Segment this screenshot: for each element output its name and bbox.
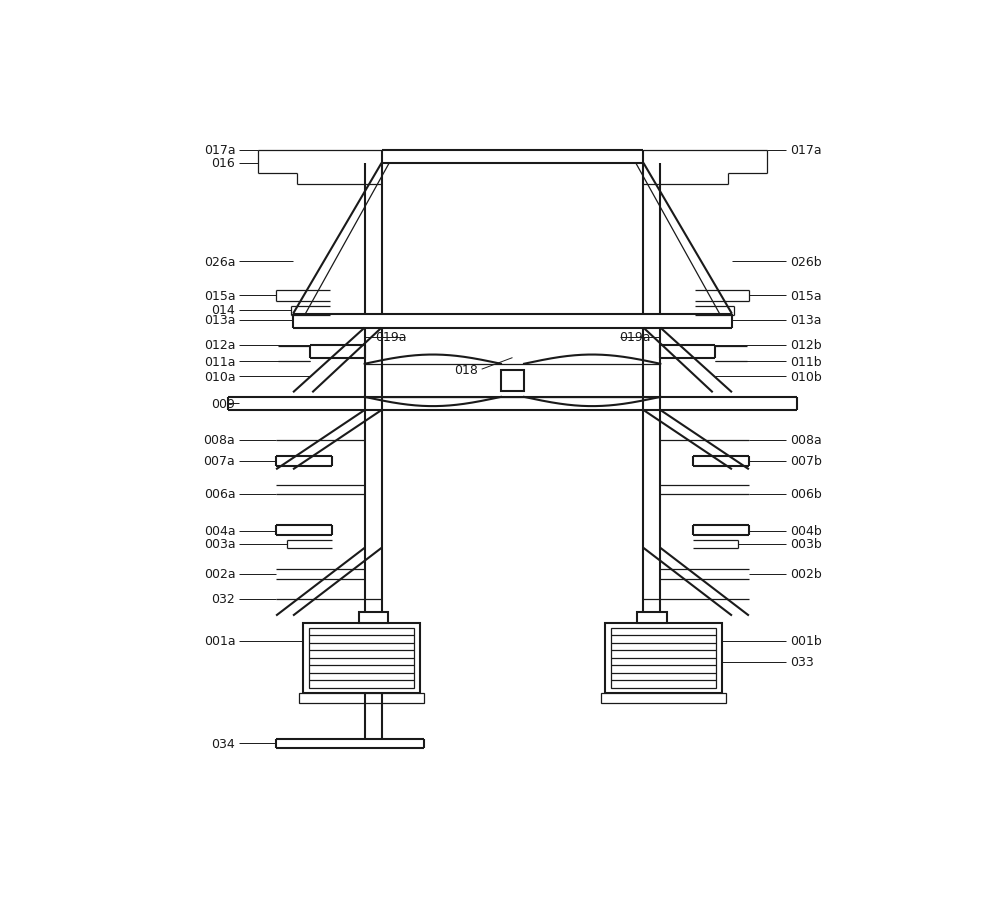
Bar [611,628,716,688]
Text: 008a: 008a [204,434,235,447]
Bar [637,612,666,623]
Text: 018: 018 [454,364,478,376]
Text: 002a: 002a [204,568,235,581]
Text: 034: 034 [212,737,235,750]
Text: 019a: 019a [619,331,650,344]
Bar [359,612,388,623]
Text: 004a: 004a [204,525,235,538]
Text: 006a: 006a [204,488,235,501]
Text: 033: 033 [790,656,813,668]
Text: 011a: 011a [204,355,235,369]
Bar [501,371,524,392]
Bar [605,623,722,693]
Text: 017a: 017a [204,144,235,157]
Text: 012a: 012a [204,338,235,352]
Text: 001b: 001b [790,635,821,648]
Text: 010a: 010a [204,370,235,383]
Text: 013a: 013a [790,314,821,327]
Text: 004b: 004b [790,525,821,538]
Text: 014: 014 [212,304,235,317]
Bar [303,623,420,693]
Text: 016: 016 [212,157,235,170]
Text: 002b: 002b [790,568,821,581]
Text: 007a: 007a [204,455,235,468]
Bar [309,628,414,688]
Text: 015a: 015a [790,290,821,302]
Text: 019a: 019a [375,331,406,344]
Text: 010b: 010b [790,370,821,383]
Text: 012b: 012b [790,338,821,352]
Text: 011b: 011b [790,355,821,369]
Text: 009: 009 [211,397,235,410]
Text: 026a: 026a [204,255,235,269]
Text: 003a: 003a [204,538,235,551]
Text: 026b: 026b [790,255,821,269]
Text: 008a: 008a [790,434,821,447]
Text: 032: 032 [212,593,235,605]
Text: 003b: 003b [790,538,821,551]
Bar [299,693,424,704]
Bar [601,693,726,704]
Text: 015a: 015a [204,290,235,302]
Text: 017a: 017a [790,144,821,157]
Text: 006b: 006b [790,488,821,501]
Text: 007b: 007b [790,455,822,468]
Text: 013a: 013a [204,314,235,327]
Text: 001a: 001a [204,635,235,648]
